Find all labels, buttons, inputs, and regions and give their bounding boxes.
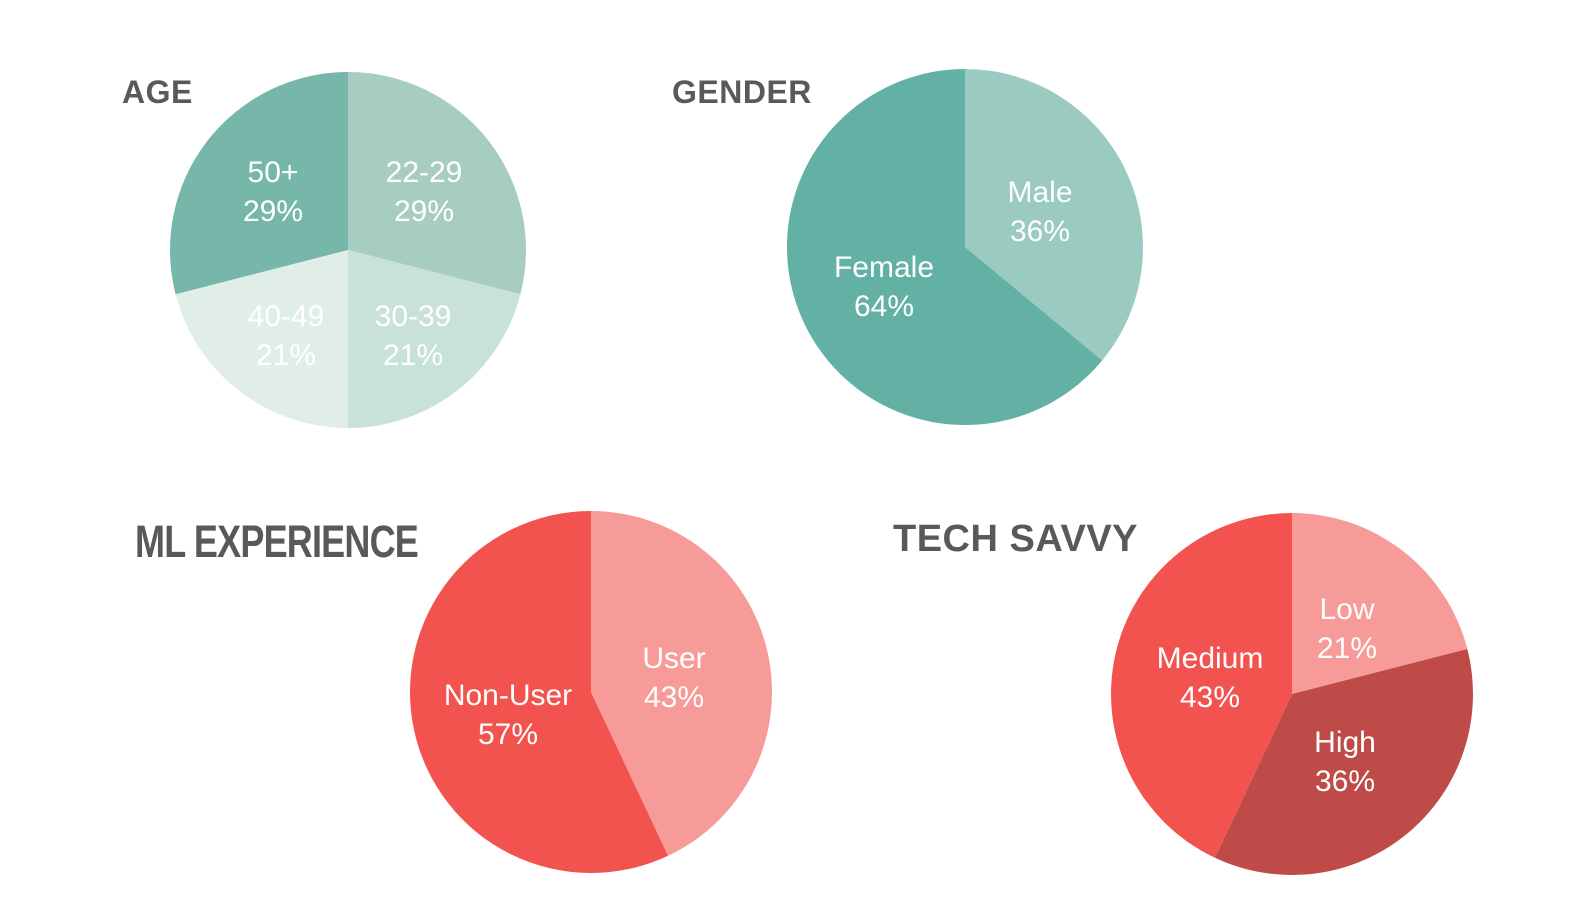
pie-slice-ml-experience-non-user (409, 511, 669, 873)
slice-percent: 21% (1316, 632, 1378, 665)
chart-title-age: AGE (122, 74, 193, 110)
slice-label-ml-experience-non-user: Non-User 57% (444, 676, 572, 754)
pie-slice-age-50 (169, 71, 348, 295)
slice-name: Male (1007, 176, 1073, 209)
pie-slice-tech-savvy-low (1292, 513, 1468, 694)
slice-label-gender-male: Male 36% (1007, 173, 1072, 251)
slice-name: Female (833, 251, 935, 284)
slice-label-tech-savvy-low: Low 21% (1317, 590, 1377, 668)
slice-percent: 43% (1179, 681, 1241, 714)
slice-percent: 64% (853, 290, 915, 323)
pie-age (169, 71, 527, 428)
slice-percent: 57% (477, 718, 539, 751)
slice-label-ml-experience-user: User 43% (642, 639, 705, 717)
slice-name: Medium (1156, 642, 1264, 675)
slice-percent: 36% (1009, 215, 1071, 248)
slice-label-age-22-29: 22-29 29% (386, 153, 463, 231)
slice-name: 30-39 (374, 300, 452, 333)
slice-percent: 21% (255, 339, 317, 372)
slice-name: 50+ (247, 156, 299, 189)
slice-name: Non-User (443, 679, 573, 712)
pie-ml-experience (409, 511, 772, 873)
pie-slice-tech-savvy-high (1214, 648, 1473, 875)
chart-title-ml-experience: ML EXPERIENCE (135, 516, 419, 567)
slice-percent: 29% (393, 195, 455, 228)
slice-label-age-50: 50+ 29% (243, 153, 303, 231)
slice-label-age-40-49: 40-49 21% (248, 297, 325, 375)
slice-label-tech-savvy-high: High 36% (1314, 723, 1376, 801)
chart-title-gender: GENDER (672, 74, 812, 110)
pie-slice-ml-experience-user (591, 511, 772, 856)
slice-name: High (1314, 726, 1376, 759)
pie-gender (786, 69, 1143, 426)
slice-name: 40-49 (247, 300, 325, 333)
chart-title-tech-savvy: TECH SAVVY (893, 518, 1139, 560)
slice-name: User (642, 642, 706, 675)
slice-label-tech-savvy-medium: Medium 43% (1157, 639, 1264, 717)
slice-name: 22-29 (385, 156, 463, 189)
slice-name: Low (1319, 593, 1375, 626)
pie-slice-gender-male (965, 69, 1143, 361)
pie-slice-age-30-39 (348, 250, 521, 428)
slice-label-age-30-39: 30-39 21% (375, 297, 452, 375)
pie-slice-tech-savvy-medium (1111, 513, 1292, 858)
slice-percent: 29% (242, 195, 304, 228)
pie-slice-age-22-29 (348, 72, 527, 295)
pie-slice-age-40-49 (175, 250, 348, 428)
slice-percent: 36% (1314, 765, 1376, 798)
slice-percent: 21% (382, 339, 444, 372)
pie-tech-savvy (1111, 513, 1473, 875)
pie-slice-gender-female (786, 69, 1103, 426)
slice-percent: 43% (643, 681, 705, 714)
slice-label-gender-female: Female 64% (834, 248, 934, 326)
